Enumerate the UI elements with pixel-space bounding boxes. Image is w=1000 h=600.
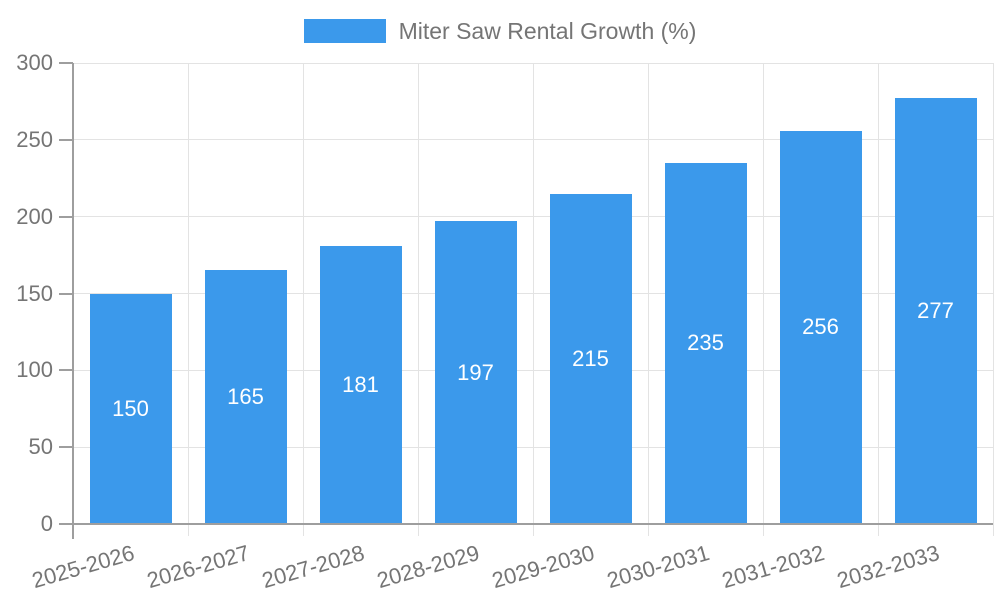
v-gridline bbox=[417, 63, 419, 536]
x-tick-label: 2027-2028 bbox=[259, 540, 368, 594]
y-tick-label: 0 bbox=[40, 511, 53, 536]
v-gridline bbox=[302, 63, 304, 536]
x-axis-line bbox=[73, 523, 993, 525]
x-tick-label: 2025-2026 bbox=[29, 540, 138, 594]
y-tick-label: 250 bbox=[16, 126, 53, 152]
y-tick bbox=[59, 523, 73, 525]
bar[interactable]: 256 bbox=[779, 130, 862, 524]
bar[interactable]: 277 bbox=[894, 98, 977, 524]
bar-value-label: 150 bbox=[112, 395, 149, 421]
v-gridline bbox=[532, 63, 534, 536]
x-tick-label: 2028-2029 bbox=[374, 540, 483, 594]
v-gridline bbox=[187, 63, 189, 536]
v-gridline bbox=[647, 63, 649, 536]
legend[interactable]: Miter Saw Rental Growth (%) bbox=[0, 18, 1000, 44]
v-gridline bbox=[762, 63, 764, 536]
x-tick-label: 2029-2030 bbox=[489, 540, 598, 594]
bar-value-label: 197 bbox=[457, 359, 494, 385]
y-tick bbox=[59, 446, 73, 449]
y-tick bbox=[59, 62, 73, 64]
x-tick-label: 2032-2033 bbox=[834, 540, 943, 594]
y-tick bbox=[59, 215, 73, 218]
bar-value-label: 215 bbox=[572, 345, 609, 371]
y-tick bbox=[59, 292, 73, 295]
bar[interactable]: 150 bbox=[89, 293, 172, 524]
bar-value-label: 235 bbox=[687, 330, 724, 356]
legend-swatch[interactable] bbox=[303, 19, 386, 43]
bar-value-label: 165 bbox=[227, 384, 264, 410]
plot-area: 0 50 100 150 200 250 300 150 165 181 197 215 235 256 2… bbox=[16, 50, 994, 593]
y-tick-label: 200 bbox=[16, 203, 53, 229]
y-tick-label: 50 bbox=[28, 434, 53, 460]
x-tick-label: 2026-2027 bbox=[144, 540, 253, 594]
y-tick-label: 100 bbox=[16, 357, 53, 383]
bar[interactable]: 235 bbox=[664, 162, 747, 524]
y-axis-line bbox=[72, 63, 74, 539]
y-tick bbox=[59, 138, 73, 141]
bar-value-label: 277 bbox=[917, 298, 954, 324]
v-gridline bbox=[992, 63, 994, 536]
x-tick-label: 2031-2032 bbox=[719, 540, 828, 594]
bar[interactable]: 215 bbox=[549, 193, 632, 524]
x-tick-label: 2030-2031 bbox=[604, 540, 713, 594]
y-tick bbox=[59, 369, 73, 372]
y-tick-label: 150 bbox=[16, 280, 53, 306]
legend-label: Miter Saw Rental Growth (%) bbox=[398, 18, 697, 44]
bar-value-label: 256 bbox=[802, 314, 839, 340]
v-gridline bbox=[877, 63, 879, 536]
bar[interactable]: 197 bbox=[434, 221, 517, 524]
bar[interactable]: 165 bbox=[204, 270, 287, 524]
bar[interactable]: 181 bbox=[319, 245, 402, 524]
y-tick-label: 300 bbox=[16, 50, 53, 75]
bar-value-label: 181 bbox=[342, 371, 379, 397]
